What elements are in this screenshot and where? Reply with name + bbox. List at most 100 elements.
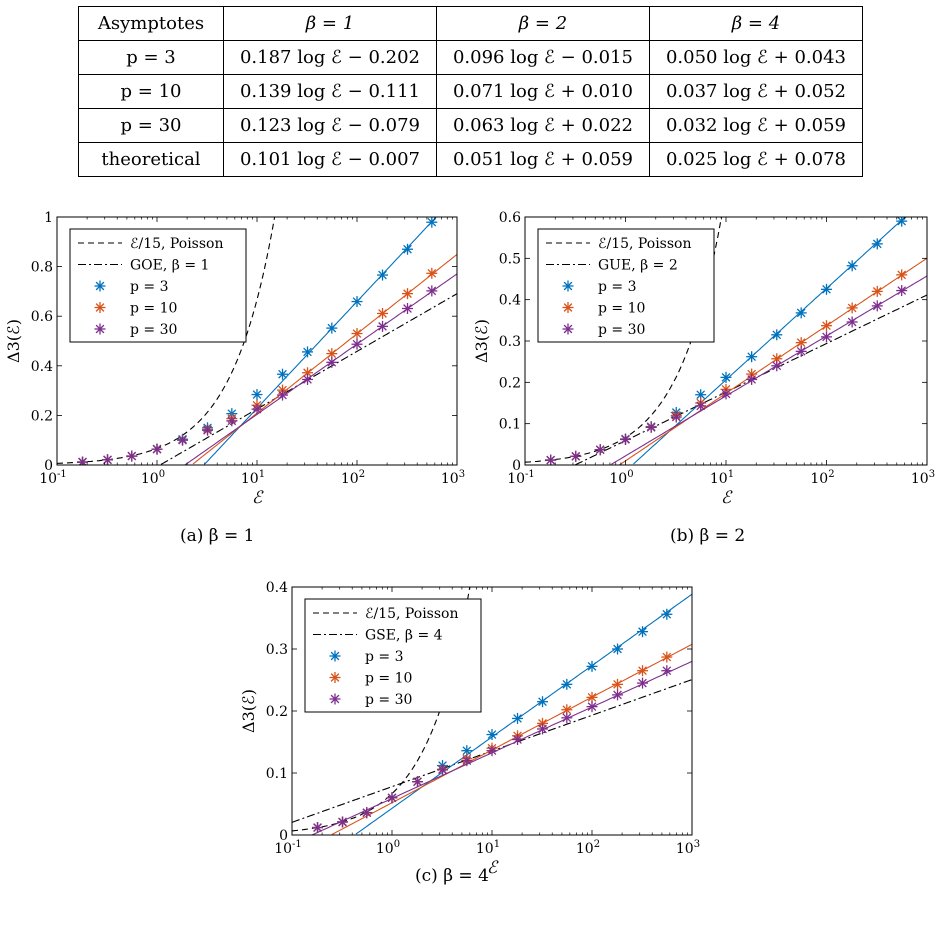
data-point <box>402 303 414 315</box>
data-point <box>412 776 424 788</box>
table-cell: 0.071 log ℰ + 0.010 <box>436 74 650 109</box>
table-row: p = 10 0.139 log ℰ − 0.111 0.071 log ℰ +… <box>78 74 863 109</box>
asymptote-line-3 <box>611 275 927 465</box>
table-cell: 0.096 log ℰ − 0.015 <box>436 40 650 75</box>
y-tick-label: 0.4 <box>31 359 53 375</box>
data-point <box>361 807 373 819</box>
caption-b: (b) β = 2 <box>670 526 746 546</box>
table-cell: 0.187 log ℰ − 0.202 <box>223 40 437 75</box>
data-point <box>77 456 89 465</box>
data-point <box>746 373 758 385</box>
data-point <box>202 424 214 436</box>
legend-label: p = 3 <box>598 279 637 295</box>
x-axis-label: ℰ <box>487 858 499 878</box>
data-point <box>645 421 657 433</box>
data-point <box>821 320 832 332</box>
data-point <box>377 269 389 281</box>
data-point <box>545 454 557 465</box>
x-tick-label: 101 <box>241 469 265 487</box>
data-point <box>612 643 624 655</box>
chart-panel-c: 10-1 100 101 102 103 0 0.1 0.2 0.3 0.4 ℰ Δ3(ℰ) ℰ/15,… <box>235 575 705 880</box>
data-point <box>312 822 324 834</box>
legend-label: GUE, β = 2 <box>598 258 678 274</box>
data-point <box>795 307 807 319</box>
y-tick-label: 0.5 <box>499 251 521 267</box>
legend-label: p = 10 <box>598 301 645 317</box>
y-tick-label: 0.2 <box>31 408 53 424</box>
data-point <box>594 444 606 456</box>
x-tick-label: 101 <box>476 839 500 857</box>
data-point <box>871 300 883 312</box>
data-point <box>871 285 883 297</box>
data-point <box>562 280 574 292</box>
data-point <box>561 712 573 724</box>
data-point <box>386 792 398 804</box>
data-point <box>326 356 338 368</box>
data-point <box>661 608 673 620</box>
legend: ℰ/15, Poisson GUE, β = 2 p = 3 p = 10 p = 30 <box>537 228 715 343</box>
data-point <box>637 626 649 638</box>
x-axis-label: ℰ <box>252 488 264 508</box>
x-tick-label: 10-1 <box>39 469 67 487</box>
table-row: p = 30 0.123 log ℰ − 0.079 0.063 log ℰ +… <box>78 108 863 143</box>
data-point <box>695 400 707 412</box>
plot-area <box>525 217 927 465</box>
theory-curve <box>160 293 457 465</box>
x-tick-label: 101 <box>710 469 734 487</box>
asymptotes-table: Asymptotes β = 1 β = 2 β = 4 p = 3 0.187… <box>78 6 863 177</box>
table-cell: 0.025 log ℰ + 0.078 <box>649 142 863 177</box>
table-cell: 0.123 log ℰ − 0.079 <box>223 108 437 143</box>
table-cell: p = 10 <box>78 74 224 109</box>
data-point <box>351 338 363 350</box>
data-point <box>426 217 438 228</box>
legend-label: p = 3 <box>365 649 404 665</box>
legend-label: GOE, β = 1 <box>130 258 209 274</box>
y-tick-label: 0 <box>44 458 53 474</box>
table-cell: p = 3 <box>78 40 224 75</box>
y-tick-label: 0 <box>279 828 288 844</box>
table-header-cell: β = 1 <box>223 6 437 41</box>
data-point <box>426 285 438 297</box>
legend-label: p = 10 <box>365 671 412 687</box>
x-tick-label: 102 <box>576 839 600 857</box>
data-point <box>329 650 341 662</box>
data-point <box>562 302 574 313</box>
x-tick-label: 102 <box>810 469 834 487</box>
y-axis-label: Δ3(ℰ) <box>239 689 258 733</box>
data-point <box>871 238 883 250</box>
legend-label: p = 30 <box>365 692 412 708</box>
x-tick-label: 10-1 <box>274 839 302 857</box>
legend-label: p = 30 <box>598 322 645 338</box>
data-point <box>486 745 498 757</box>
data-point <box>126 450 138 462</box>
data-point <box>612 689 624 701</box>
data-point <box>226 415 238 427</box>
x-tick-label: 100 <box>141 469 165 487</box>
data-point <box>377 320 389 332</box>
data-point <box>177 434 189 446</box>
table-cell: 0.051 log ℰ + 0.059 <box>436 142 650 177</box>
data-point <box>720 388 732 400</box>
legend-label: p = 10 <box>130 301 177 317</box>
data-point <box>512 712 524 724</box>
data-point <box>771 353 783 365</box>
data-point <box>746 351 758 363</box>
data-point <box>637 677 649 689</box>
y-tick-label: 1 <box>44 210 53 226</box>
data-point <box>486 729 498 741</box>
table-header-row: Asymptotes β = 1 β = 2 β = 4 <box>78 6 863 41</box>
data-point <box>537 696 549 708</box>
x-tick-label: 103 <box>441 469 465 487</box>
table-cell: p = 30 <box>78 108 224 143</box>
legend-label: p = 30 <box>130 322 177 338</box>
data-point <box>586 701 598 713</box>
y-tick-label: 0.2 <box>499 375 521 391</box>
y-tick-label: 0.1 <box>499 417 521 433</box>
y-tick-label: 0.1 <box>266 766 288 782</box>
x-tick-label: 102 <box>341 469 365 487</box>
legend: ℰ/15, Poisson GSE, β = 4 p = 3 p = 10 p = 30 <box>304 598 482 713</box>
legend-label: ℰ/15, Poisson <box>365 606 458 622</box>
data-point <box>426 267 438 279</box>
y-tick-label: 0.6 <box>31 309 53 325</box>
data-point <box>661 651 673 663</box>
